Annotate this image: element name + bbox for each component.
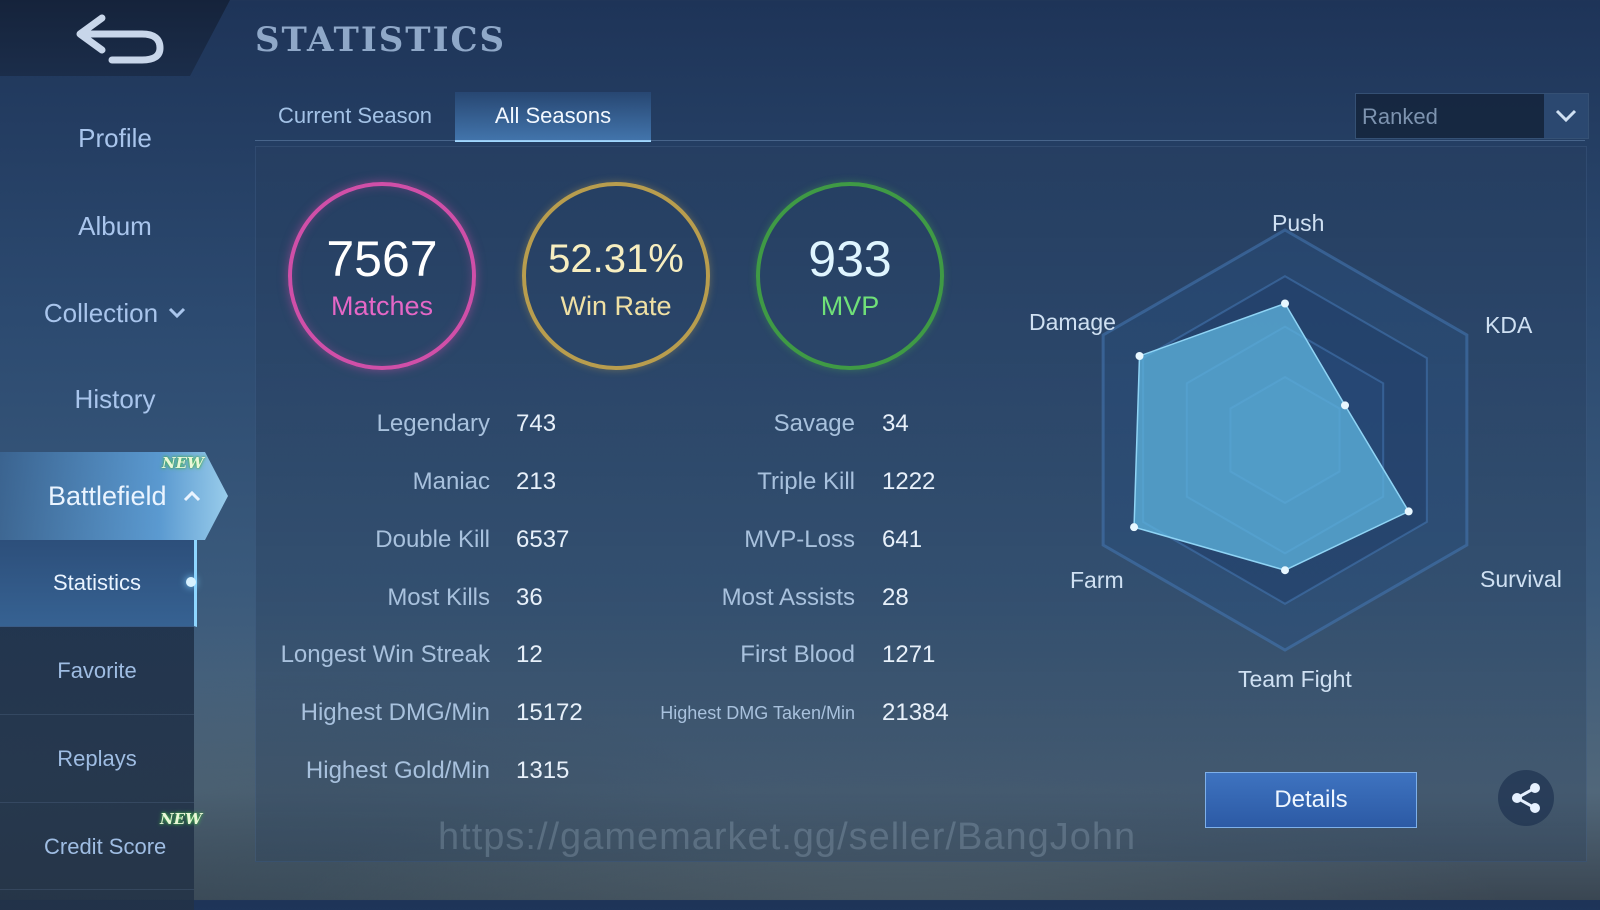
chevron-down-icon <box>1544 94 1588 138</box>
mvp-label: MVP <box>820 290 880 321</box>
sidebar-item-label: Statistics <box>52 570 142 595</box>
win-rate-stat: 52.31% Win Rate <box>522 182 710 370</box>
matches-value: 7567 <box>326 230 438 287</box>
page-title: STATISTICS <box>255 20 507 60</box>
tab-divider <box>255 140 1585 141</box>
radar-chart: Push KDA Survival Team Fight Farm Damage <box>1020 200 1590 720</box>
stat-label: Most Assists <box>721 584 855 611</box>
stat-label: Triple Kill <box>757 468 855 495</box>
mode-dropdown[interactable]: Ranked <box>1355 93 1589 139</box>
mvp-value: 933 <box>808 230 892 287</box>
sidebar-item-label: History <box>74 383 156 414</box>
new-badge: NEW <box>162 454 204 472</box>
radar-point <box>1281 299 1289 308</box>
battlefield-submenu: Statistics Favorite Replays Credit Score <box>0 540 197 910</box>
win-rate-value: 52.31% <box>548 236 684 281</box>
sidebar-subitem-favorite[interactable]: Favorite <box>0 628 194 715</box>
stat-value: 1222 <box>882 468 936 495</box>
radar-axis-label: Push <box>1272 210 1325 236</box>
stat-value: 743 <box>516 410 557 437</box>
stat-value: 6537 <box>516 526 570 553</box>
stat-label: Highest DMG/Min <box>300 699 490 726</box>
matches-label: Matches <box>330 290 434 321</box>
stat-label: Most Kills <box>387 584 490 611</box>
watermark-text: https://gamemarket.gg/seller/BangJohn <box>438 816 1137 858</box>
share-icon[interactable] <box>1498 770 1554 826</box>
sidebar: Profile Album Collection History <box>0 90 230 900</box>
win-rate-label: Win Rate <box>560 290 672 321</box>
radar-point <box>1341 401 1350 410</box>
details-button[interactable]: Details <box>1205 772 1417 828</box>
active-indicator-dot <box>186 577 196 587</box>
radar-point <box>1404 507 1413 516</box>
stat-label: Double Kill <box>375 526 490 553</box>
sidebar-item-profile[interactable]: Profile <box>0 108 230 168</box>
stat-value: 1271 <box>882 641 936 668</box>
back-arrow-icon[interactable] <box>72 10 168 66</box>
stat-label: Highest Gold/Min <box>305 757 490 784</box>
stat-label: Highest DMG Taken/Min <box>660 703 855 723</box>
sidebar-item-label: Credit Score <box>44 833 167 859</box>
sidebar-item-label: Replays <box>57 746 137 771</box>
radar-point <box>1130 523 1139 532</box>
sidebar-item-collection[interactable]: Collection <box>0 283 230 343</box>
tab-label: All Seasons <box>494 103 612 128</box>
stat-label: MVP-Loss <box>744 526 855 553</box>
stat-label: First Blood <box>740 641 855 668</box>
chevron-up-icon <box>183 486 201 507</box>
stat-label: Legendary <box>376 410 490 437</box>
sidebar-item-album[interactable]: Album <box>0 196 230 256</box>
tab-current-season[interactable]: Current Season <box>255 92 455 140</box>
sidebar-item-history[interactable]: History <box>0 369 230 429</box>
mode-dropdown-value: Ranked <box>1362 104 1438 129</box>
tab-label: Current Season <box>277 103 433 128</box>
sidebar-subitem-replays[interactable]: Replays <box>0 716 194 803</box>
radar-point <box>1281 566 1289 575</box>
sidebar-item-label: Battlefield <box>48 480 167 511</box>
stat-value: 213 <box>516 468 557 495</box>
sidebar-subitem-statistics[interactable]: Statistics <box>0 540 197 627</box>
radar-axis-label: Farm <box>1070 567 1124 593</box>
stat-value: 36 <box>516 584 543 611</box>
radar-axis-label: KDA <box>1485 312 1533 338</box>
stat-value: 641 <box>882 526 923 553</box>
sidebar-item-label: Collection <box>43 297 159 328</box>
chevron-down-icon <box>168 303 186 324</box>
radar-svg <box>1101 228 1469 652</box>
stat-label: Longest Win Streak <box>280 641 490 668</box>
matches-stat: 7567 Matches <box>288 182 476 370</box>
radar-axis-label: Team Fight <box>1238 666 1352 692</box>
tab-all-seasons[interactable]: All Seasons <box>455 92 651 142</box>
sidebar-item-label: Profile <box>78 122 152 153</box>
stat-value: 28 <box>882 584 909 611</box>
sidebar-item-label: Album <box>78 210 152 241</box>
radar-point <box>1135 352 1144 360</box>
stat-value: 34 <box>882 410 909 437</box>
sidebar-item-battlefield[interactable]: Battlefield <box>0 452 228 540</box>
new-badge: NEW <box>160 810 202 828</box>
stat-value: 15172 <box>516 699 583 726</box>
stat-value: 12 <box>516 641 543 668</box>
stat-value: 1315 <box>516 757 570 784</box>
stat-label: Maniac <box>412 468 490 495</box>
stat-label: Savage <box>773 410 855 437</box>
radar-axis-label: Damage <box>1029 309 1116 335</box>
stat-value: 21384 <box>882 699 949 726</box>
radar-axis-label: Survival <box>1480 566 1562 592</box>
sidebar-item-label: Favorite <box>57 658 137 683</box>
mvp-stat: 933 MVP <box>756 182 944 370</box>
sidebar-subitem-credit-score[interactable]: Credit Score <box>0 804 194 890</box>
